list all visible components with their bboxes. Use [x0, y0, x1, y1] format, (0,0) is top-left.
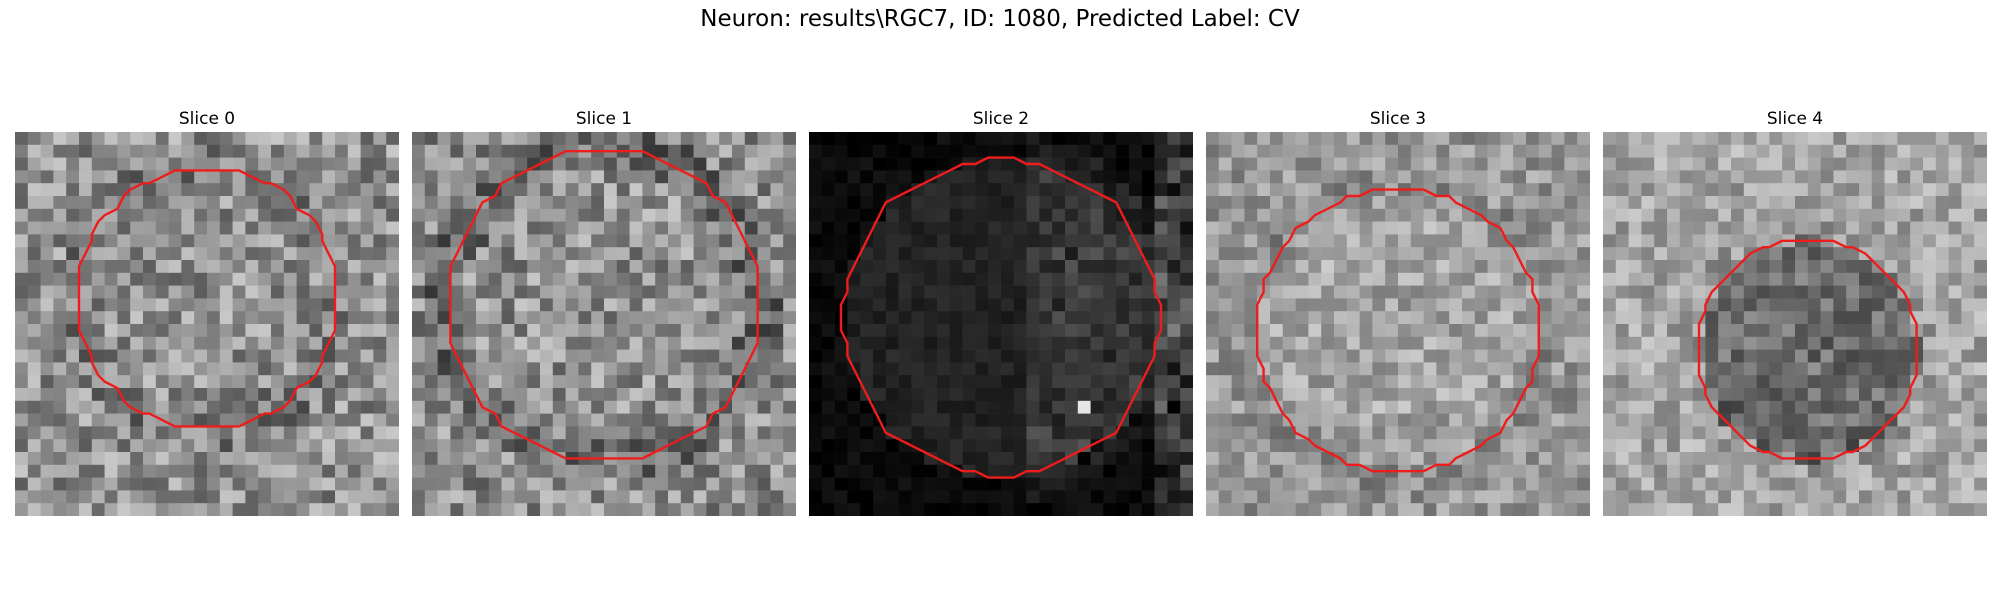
figure-title: Neuron: results\RGC7, ID: 1080, Predicte… — [700, 6, 1300, 32]
slice-title-0: Slice 0 — [178, 109, 236, 129]
slice-panel-2: Slice 2 — [809, 106, 1193, 516]
slice-panel-1: Slice 1 — [412, 106, 796, 516]
slice-title-4: Slice 4 — [1766, 109, 1824, 129]
slice-panel-4: Slice 4 — [1603, 106, 1987, 516]
slice-title-2: Slice 2 — [972, 109, 1030, 129]
roi-contour-0 — [77, 169, 337, 428]
roi-contour-2 — [839, 156, 1163, 479]
roi-contour-1 — [449, 150, 759, 460]
slice-panel-3: Slice 3 — [1206, 106, 1590, 516]
slice-image-4 — [1603, 132, 1987, 516]
slice-title-3: Slice 3 — [1369, 109, 1427, 129]
slice-image-0 — [15, 132, 399, 516]
slice-image-1 — [412, 132, 796, 516]
slice-image-3 — [1206, 132, 1590, 516]
slice-panel-0: Slice 0 — [15, 106, 399, 516]
roi-contour-4 — [1697, 239, 1918, 460]
slice-image-2 — [809, 132, 1193, 516]
roi-contour-3 — [1256, 188, 1540, 473]
slice-title-1: Slice 1 — [575, 109, 633, 129]
